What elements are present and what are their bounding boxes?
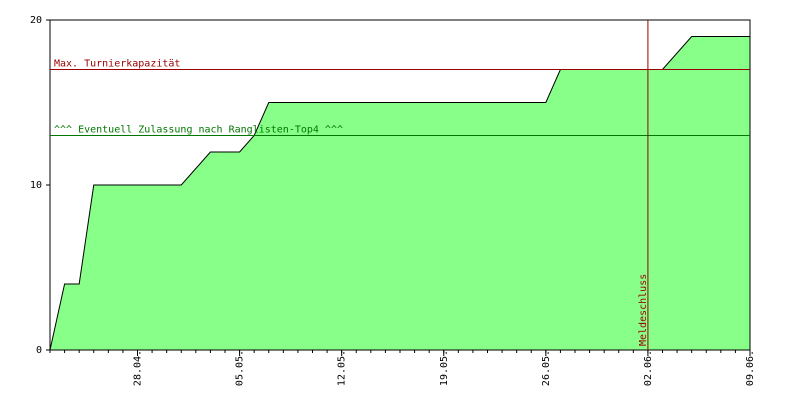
x-tick-label: 19.05. xyxy=(439,350,450,386)
reference-label: ^^^ Eventuell Zulassung nach Ranglisten-… xyxy=(54,125,343,136)
x-tick-label: 05.05. xyxy=(235,350,246,386)
x-tick-label: 09.06. xyxy=(745,350,756,386)
x-tick-label: 28.04. xyxy=(133,350,144,386)
reference-label: Max. Turnierkapazität xyxy=(54,59,180,70)
y-tick-label: 10 xyxy=(30,180,42,191)
y-tick-label: 0 xyxy=(36,345,42,356)
x-tick-label: 02.06. xyxy=(643,350,654,386)
vertical-label: Meldeschluss xyxy=(638,274,649,346)
area xyxy=(50,36,750,350)
x-tick-label: 12.05. xyxy=(337,350,348,386)
y-tick-label: 20 xyxy=(30,15,42,26)
x-tick-label: 26.05. xyxy=(541,350,552,386)
